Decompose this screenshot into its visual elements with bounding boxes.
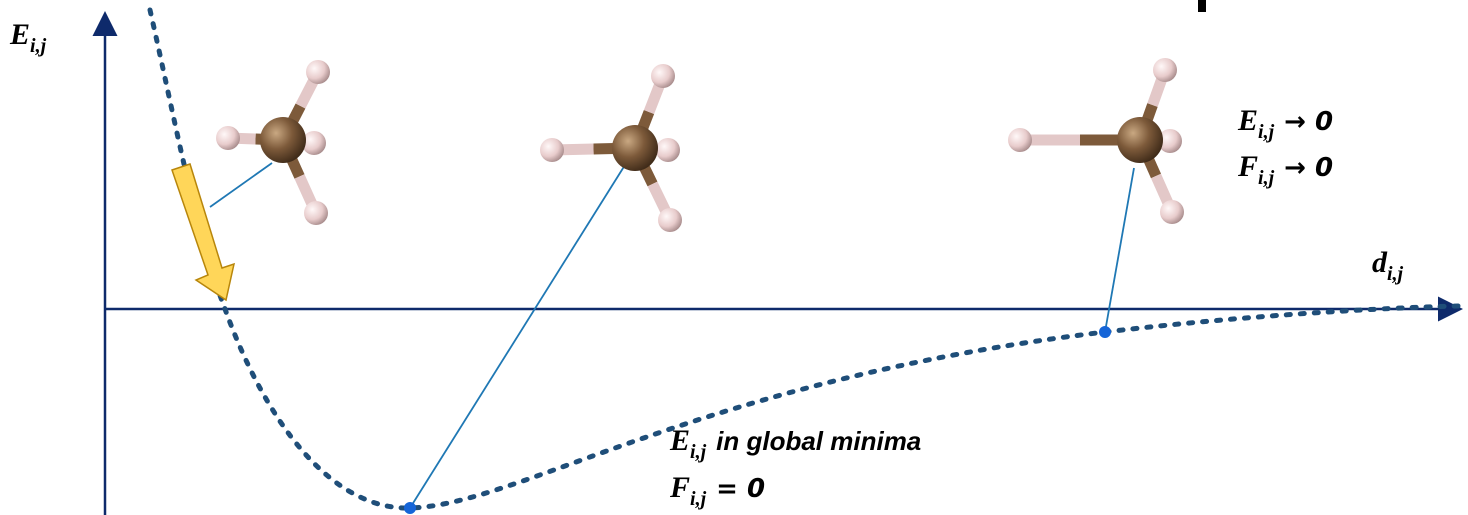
symbol: F bbox=[1237, 150, 1258, 183]
point bbox=[404, 502, 416, 514]
annotation-text: → 0 bbox=[1284, 107, 1333, 137]
subscript: i,j bbox=[690, 441, 707, 463]
molecules bbox=[216, 58, 1184, 232]
y-axis-label: Ei,j bbox=[9, 18, 47, 57]
annotation: Ei,j → 0 bbox=[1237, 104, 1333, 143]
subscript: i,j bbox=[30, 35, 47, 57]
diagram: Ei,j di,j Ei,j→ 0 Fi,j→ 0 Ei,jin global … bbox=[0, 0, 1468, 515]
subscript: i,j bbox=[1258, 121, 1275, 143]
annotation-text: = 0 bbox=[716, 474, 765, 504]
annotation: Ei,j in global minima bbox=[669, 424, 921, 463]
symbol: F bbox=[669, 471, 690, 504]
hydrogen bbox=[656, 138, 680, 162]
annotation-text: in global minima bbox=[716, 426, 921, 456]
symbol: E bbox=[669, 424, 690, 457]
subscript: i,j bbox=[690, 488, 707, 510]
hydrogen bbox=[306, 60, 330, 84]
annotation: Fi,j → 0 bbox=[1237, 150, 1333, 189]
hydrogen bbox=[216, 126, 240, 150]
subscript: i,j bbox=[1387, 263, 1404, 285]
carbon bbox=[612, 125, 658, 171]
symbol: d bbox=[1372, 246, 1388, 279]
hydrogen bbox=[304, 201, 328, 225]
carbon bbox=[260, 117, 306, 163]
point bbox=[1099, 326, 1111, 338]
hydrogen bbox=[540, 138, 564, 162]
arrow bbox=[172, 164, 234, 300]
annotation-text: → 0 bbox=[1284, 153, 1333, 183]
connector bbox=[210, 163, 272, 207]
hydrogen bbox=[1160, 200, 1184, 224]
hydrogen bbox=[1153, 58, 1177, 82]
hydrogen bbox=[1008, 128, 1032, 152]
subscript: i,j bbox=[1258, 167, 1275, 189]
symbol: E bbox=[1237, 104, 1258, 137]
carbon bbox=[1117, 117, 1163, 163]
hydrogen bbox=[651, 64, 675, 88]
edge-mark bbox=[1198, 0, 1206, 12]
annotation: Fi,j = 0 bbox=[669, 471, 765, 510]
hydrogen bbox=[658, 208, 682, 232]
x-axis-label: di,j bbox=[1372, 246, 1404, 285]
symbol: E bbox=[9, 18, 30, 51]
connector bbox=[1105, 168, 1134, 332]
